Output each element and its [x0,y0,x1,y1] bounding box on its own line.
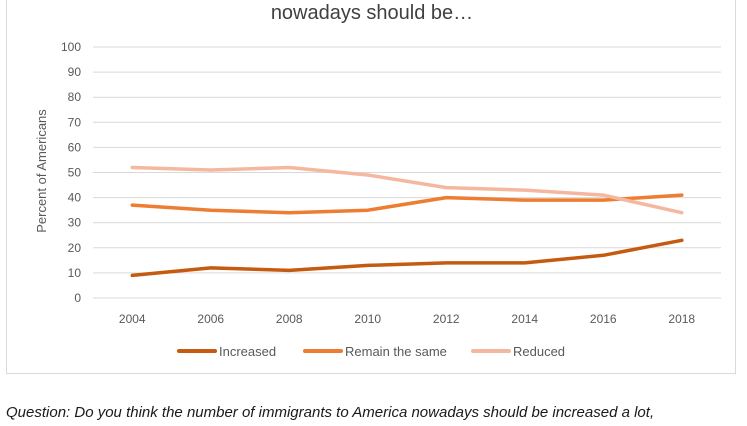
y-tick-label: 10 [68,266,82,280]
line-chart: nowadays should be… 0 10 20 30 40 50 60 70 80 90 1… [34,2,721,359]
x-tick-label: 2010 [354,312,381,326]
series-lines [130,165,684,278]
y-tick-label: 50 [68,166,82,180]
y-tick-label: 0 [74,291,81,305]
legend-label: Reduced [513,344,565,359]
legend-label: Increased [219,344,276,359]
y-tick-label: 30 [68,216,82,230]
x-tick-label: 2018 [668,312,695,326]
legend: Increased Remain the same Reduced [177,344,565,359]
x-tick-label: 2012 [433,312,460,326]
y-axis-ticks: 0 10 20 30 40 50 60 70 80 90 100 [61,40,81,305]
x-axis-ticks: 2004 2006 2008 2010 2012 2014 2016 2018 [119,312,696,326]
y-tick-label: 70 [68,115,82,129]
series-line-reduced [130,165,684,215]
x-tick-label: 2008 [276,312,303,326]
legend-label: Remain the same [345,344,447,359]
y-axis-label: Percent of Americans [34,109,49,233]
chart-title: nowadays should be… [271,2,473,24]
y-tick-label: 60 [68,140,82,154]
y-tick-label: 20 [68,241,82,255]
y-tick-label: 90 [68,65,82,79]
x-tick-label: 2006 [197,312,224,326]
x-tick-label: 2004 [119,312,146,326]
question-text: Question: Do you think the number of imm… [6,404,655,421]
y-tick-label: 100 [61,40,81,54]
series-line-remain-the-same [130,193,684,215]
x-tick-label: 2016 [590,312,617,326]
chart-frame: nowadays should be… 0 10 20 30 40 50 60 70 80 90 1… [6,0,736,374]
y-tick-label: 40 [68,191,82,205]
gridlines [93,46,721,299]
x-tick-label: 2014 [511,312,538,326]
y-tick-label: 80 [68,90,82,104]
series-line-increased [130,238,684,278]
